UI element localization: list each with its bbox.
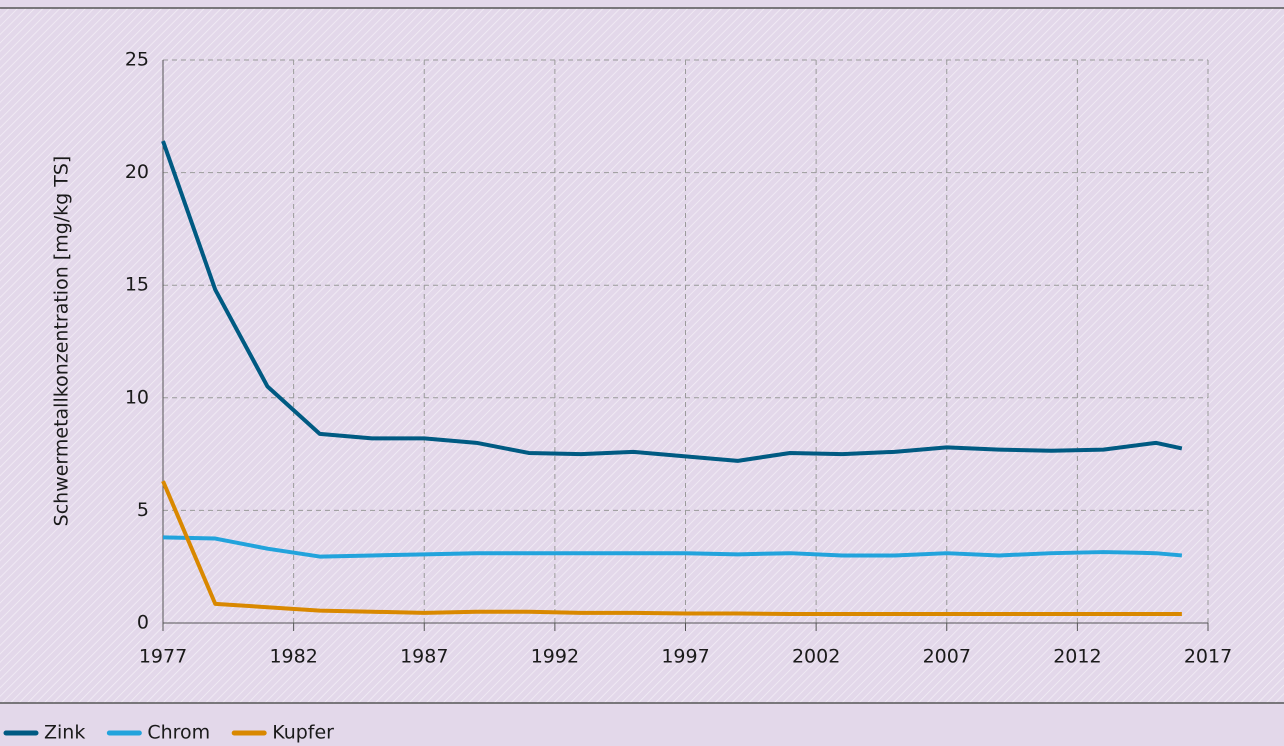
y-tick-label: 0: [137, 612, 149, 634]
x-tick-label: 2012: [1053, 646, 1101, 668]
x-tick-label: 1987: [400, 646, 448, 668]
y-tick-label: 20: [125, 161, 149, 183]
series-line: [161, 140, 1183, 463]
x-tick-label: 2007: [923, 646, 971, 668]
series-line: [161, 480, 1182, 616]
x-tick-label: 2017: [1184, 646, 1232, 668]
x-tick-label: 1977: [139, 646, 187, 668]
x-tick-label: 1982: [269, 646, 317, 668]
series-line: [162, 535, 1183, 559]
legend-label: Kupfer: [272, 722, 334, 744]
y-tick-label: 15: [125, 274, 149, 296]
legend-label: Zink: [44, 722, 85, 744]
x-tick-label: 1997: [661, 646, 709, 668]
y-tick-label: 5: [137, 499, 149, 521]
x-tick-label: 1992: [531, 646, 579, 668]
y-axis-label: Schwermetallkonzentration [mg/kg TS]: [51, 156, 73, 527]
x-tick-label: 2002: [792, 646, 840, 668]
plot-background: [0, 8, 1284, 703]
y-tick-label: 10: [125, 386, 149, 408]
legend-label: Chrom: [147, 722, 210, 744]
y-tick-label: 25: [125, 49, 149, 71]
